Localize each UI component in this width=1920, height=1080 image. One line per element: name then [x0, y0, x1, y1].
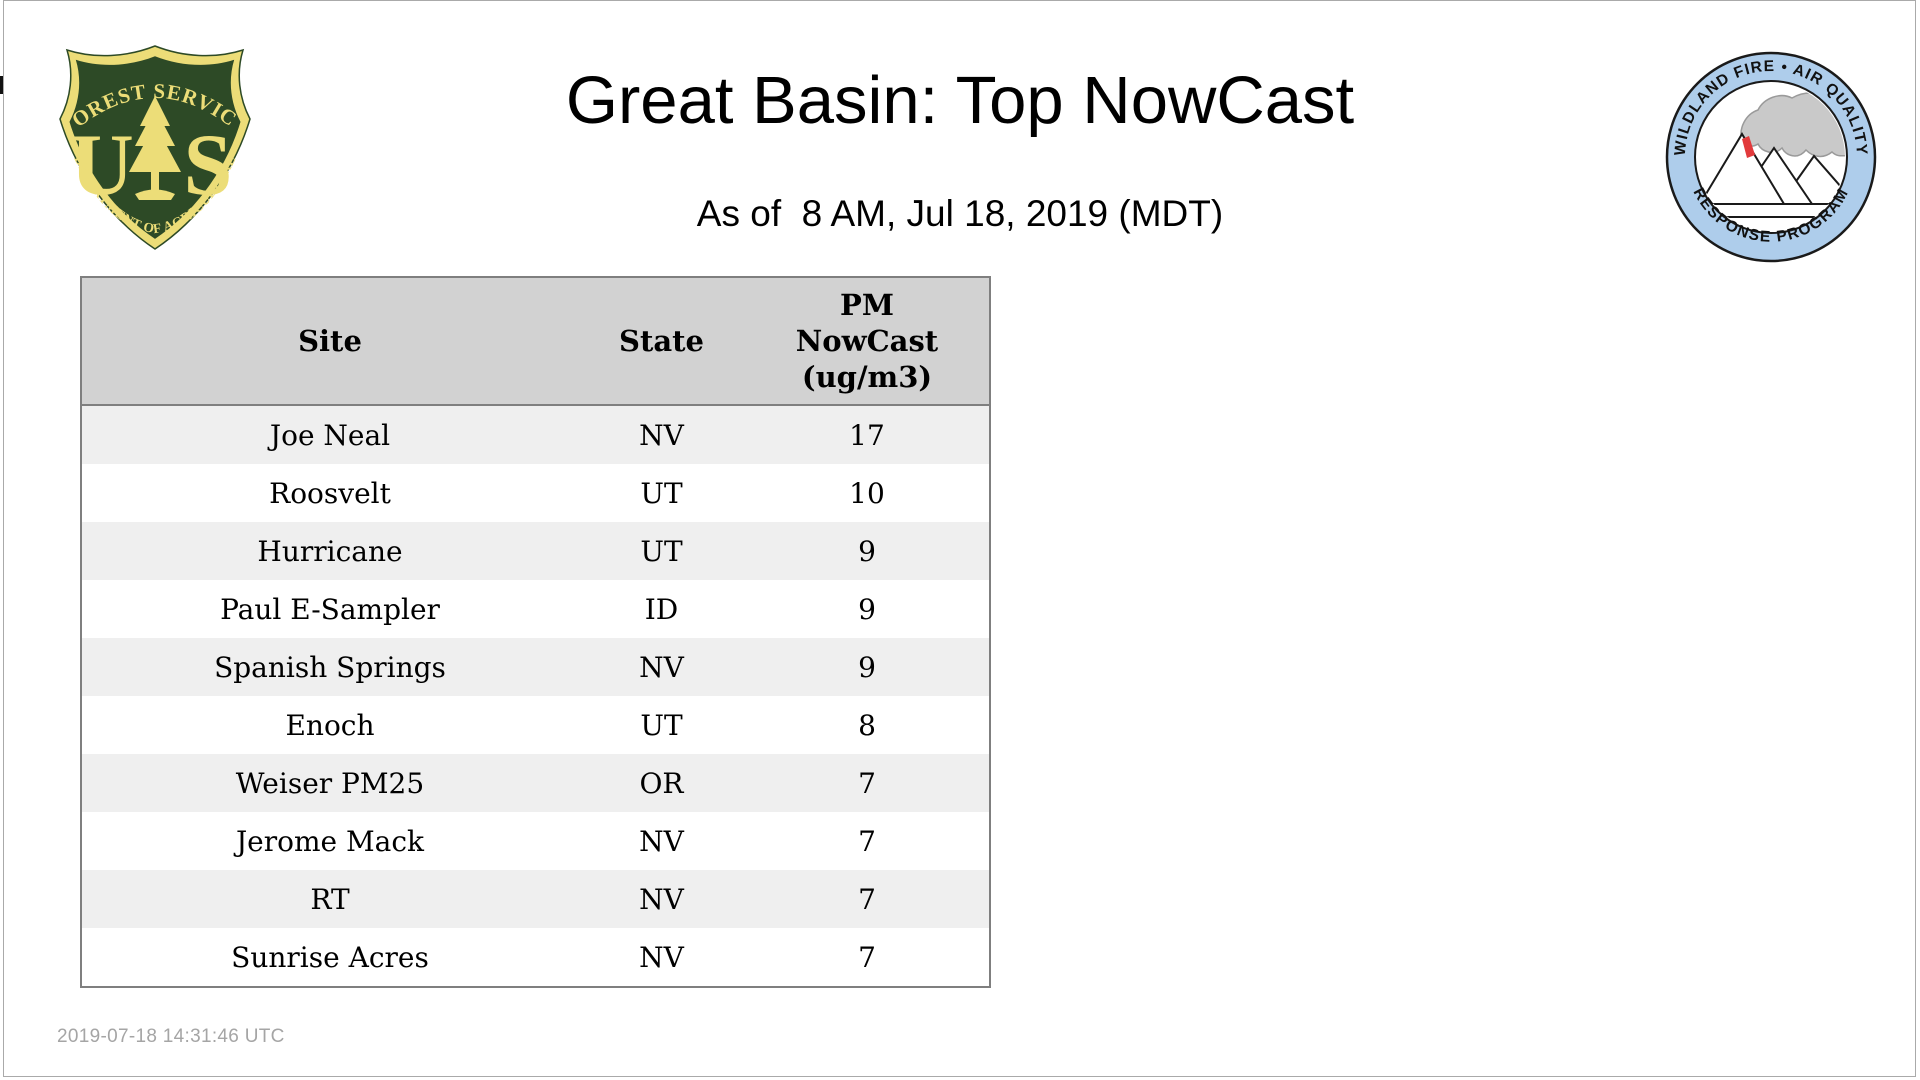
page-subtitle: As of 8 AM, Jul 18, 2019 (MDT) [696, 193, 1224, 234]
cell-pm-nowcast: 7 [858, 882, 876, 916]
cell-site: Joe Neal [269, 418, 391, 452]
cell-site: Jerome Mack [235, 824, 425, 858]
column-header-state: State [619, 324, 704, 358]
cell-site: Sunrise Acres [231, 940, 429, 974]
pm-header-line: (ug/m3) [801, 360, 933, 394]
table-row: Hurricane UT 9 [82, 522, 989, 580]
generated-timestamp: 2019-07-18 14:31:46 UTC [57, 1026, 285, 1047]
cell-state: UT [640, 476, 683, 510]
cell-state: UT [640, 708, 683, 742]
cell-pm-nowcast: 17 [849, 418, 885, 452]
table-row: Weiser PM25 OR 7 [82, 754, 989, 812]
pine-tree-icon [129, 96, 181, 200]
cell-site: RT [310, 882, 350, 916]
cell-pm-nowcast: 9 [858, 534, 876, 568]
table-header-row: Site State PM NowCast (ug/m3) [82, 278, 989, 406]
table-row: Paul E-Sampler ID 9 [82, 580, 989, 638]
left-edge-mark [0, 76, 3, 94]
cell-site: Paul E-Sampler [220, 592, 440, 626]
table-row: Jerome Mack NV 7 [82, 812, 989, 870]
table-row: Joe Neal NV 17 [82, 406, 989, 464]
nowcast-table: Site State PM NowCast (ug/m3) Joe Neal N… [80, 276, 991, 988]
cell-site: Spanish Springs [214, 650, 446, 684]
forest-service-logo-icon: FOREST SERVICE U S DEPARTMENT OF AGRICUL… [55, 42, 251, 250]
cell-site: Enoch [285, 708, 375, 742]
cell-pm-nowcast: 7 [858, 940, 876, 974]
page-title: Great Basin: Top NowCast [565, 63, 1355, 138]
fs-letter-u: U [70, 117, 134, 214]
table-row: Spanish Springs NV 9 [82, 638, 989, 696]
cell-pm-nowcast: 7 [858, 766, 876, 800]
cell-state: NV [639, 650, 684, 684]
cell-state: NV [639, 824, 684, 858]
table-row: Roosvelt UT 10 [82, 464, 989, 522]
pm-header-line: NowCast [795, 324, 939, 358]
table-body: Joe Neal NV 17 Roosvelt UT 10 Hurricane … [82, 406, 989, 986]
fs-letter-s: S [184, 117, 233, 214]
cell-pm-nowcast: 9 [858, 650, 876, 684]
column-header-pm-nowcast: PM NowCast (ug/m3) [745, 287, 989, 395]
cell-pm-nowcast: 7 [858, 824, 876, 858]
table-row: RT NV 7 [82, 870, 989, 928]
cell-state: OR [639, 766, 684, 800]
table-row: Enoch UT 8 [82, 696, 989, 754]
pm-header-line: PM [840, 288, 894, 322]
wfaqrp-logo-icon: WILDLAND FIRE • AIR QUALITY RESPONSE PRO… [1665, 51, 1877, 263]
cell-pm-nowcast: 9 [858, 592, 876, 626]
cell-state: NV [639, 418, 684, 452]
cell-state: UT [640, 534, 683, 568]
cell-pm-nowcast: 8 [858, 708, 876, 742]
cell-state: NV [639, 882, 684, 916]
smoke-plume-icon [1740, 92, 1845, 160]
table-row: Sunrise Acres NV 7 [82, 928, 989, 986]
cell-site: Weiser PM25 [235, 766, 425, 800]
cell-pm-nowcast: 10 [849, 476, 885, 510]
cell-site: Roosvelt [269, 476, 391, 510]
column-header-site: Site [298, 324, 362, 358]
fire-streak-icon [1742, 136, 1755, 158]
cell-state: NV [639, 940, 684, 974]
cell-state: ID [644, 592, 679, 626]
cell-site: Hurricane [257, 534, 403, 568]
